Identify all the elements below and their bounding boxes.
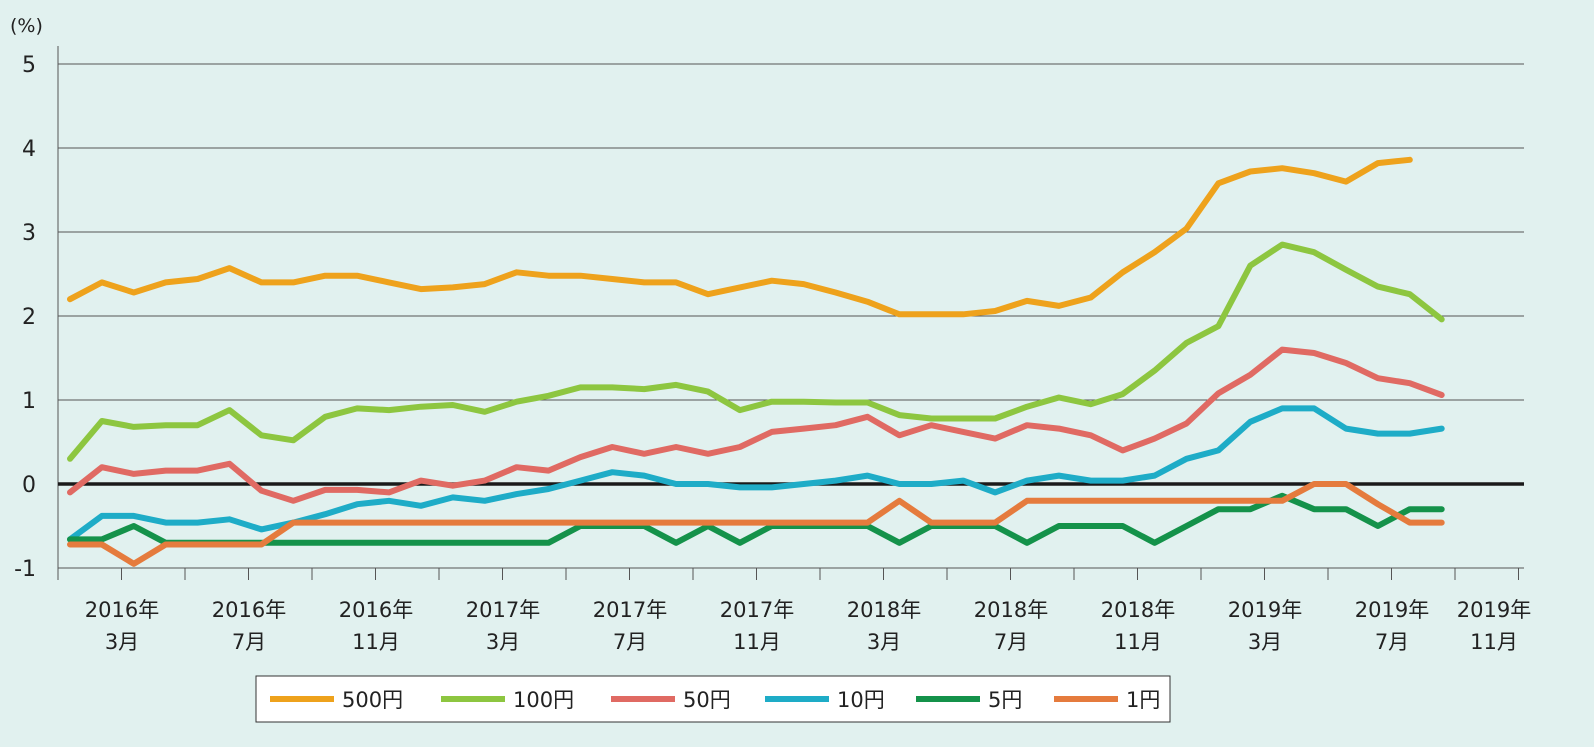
x-tick-label-month: 11月 — [733, 630, 781, 654]
legend-label: 1円 — [1126, 688, 1160, 712]
x-tick-label-year: 2016年 — [212, 598, 286, 622]
x-tick-label-year: 2018年 — [974, 598, 1048, 622]
y-tick-label: 1 — [22, 389, 36, 414]
x-tick-label-month: 7月 — [232, 630, 266, 654]
x-tick-label-month: 11月 — [1470, 630, 1518, 654]
x-tick-label-month: 3月 — [867, 630, 901, 654]
y-axis-unit-label: (%) — [10, 15, 43, 37]
legend-label: 500円 — [342, 688, 403, 712]
x-tick-label-month: 3月 — [486, 630, 520, 654]
legend-label: 50円 — [683, 688, 731, 712]
x-tick-label-year: 2019年 — [1228, 598, 1302, 622]
x-tick-label-month: 7月 — [994, 630, 1028, 654]
y-tick-label: -1 — [14, 557, 36, 582]
x-tick-label-month: 11月 — [1114, 630, 1162, 654]
x-tick-label-year: 2017年 — [720, 598, 794, 622]
legend: 500円 100円 50円 10円 5円 1円 — [255, 675, 1171, 723]
x-tick-label-year: 2016年 — [85, 598, 159, 622]
gridlines — [57, 46, 1524, 569]
x-tick-label-month: 7月 — [613, 630, 647, 654]
series-line-50円 — [67, 346, 1445, 504]
series-line-5円 — [67, 492, 1445, 546]
x-tick-label-year: 2016年 — [339, 598, 413, 622]
series-line-1円 — [67, 481, 1445, 567]
series-line-500円 — [67, 156, 1413, 318]
legend-label: 5円 — [988, 688, 1022, 712]
legend-label: 100円 — [513, 688, 574, 712]
x-tick-label-year: 2017年 — [593, 598, 667, 622]
x-tick-label-month: 3月 — [1248, 630, 1282, 654]
y-tick-label: 3 — [22, 221, 36, 246]
y-axis: 5 4 3 2 1 0 -1 — [14, 53, 36, 582]
legend-box — [255, 675, 1171, 723]
x-tick-label-year: 2018年 — [1101, 598, 1175, 622]
x-tick-label-year: 2019年 — [1355, 598, 1429, 622]
legend-label: 10円 — [837, 688, 885, 712]
y-tick-label: 0 — [22, 473, 36, 498]
y-tick-label: 2 — [22, 305, 36, 330]
series-line-100円 — [67, 241, 1445, 462]
x-tick-label-month: 11月 — [352, 630, 400, 654]
y-tick-label: 4 — [22, 137, 36, 162]
y-tick-label: 5 — [22, 53, 36, 78]
x-tick-label-year: 2018年 — [847, 598, 921, 622]
x-tick-label-month: 7月 — [1375, 630, 1409, 654]
series-lines — [67, 156, 1445, 567]
x-tick-label-year: 2017年 — [466, 598, 540, 622]
x-tick-label-month: 3月 — [105, 630, 139, 654]
x-axis: 2016年 3月 2016年 7月 2016年 11月 2017年 3月 2017年 7月 2017… — [57, 567, 1531, 654]
x-tick-label-year: 2019年 — [1457, 598, 1531, 622]
